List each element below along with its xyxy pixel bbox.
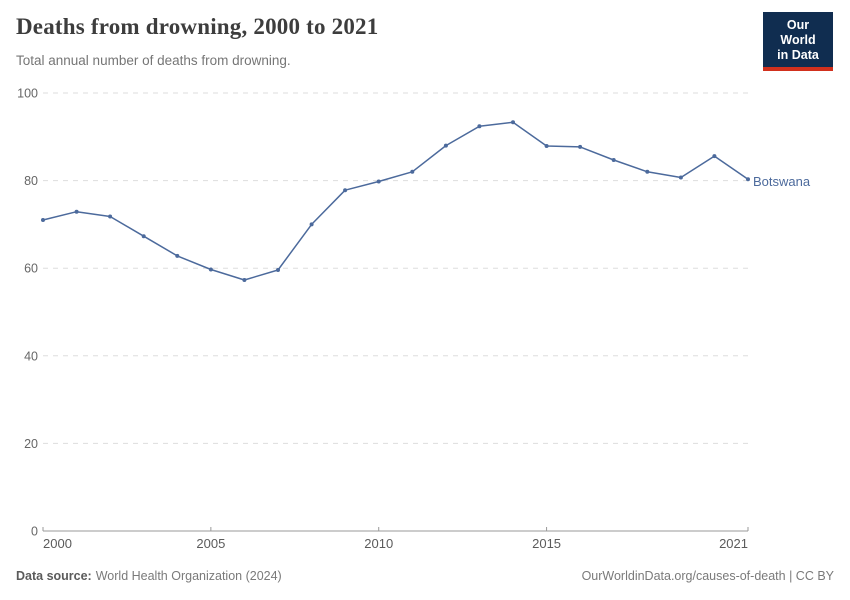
data-point[interactable] [678,175,683,180]
chart-title: Deaths from drowning, 2000 to 2021 [16,14,379,39]
y-axis-tick-label: 80 [24,174,38,188]
owid-logo-line2: in Data [777,48,819,62]
x-axis-tick-label: 2010 [364,536,393,551]
data-point[interactable] [141,234,146,239]
owid-logo[interactable]: Our World in Data [763,12,833,71]
data-point[interactable] [309,222,314,227]
y-axis-tick-label: 60 [24,262,38,276]
data-source-label: Data source: [16,569,92,583]
data-point[interactable] [276,268,280,272]
data-point[interactable] [712,154,717,159]
data-point[interactable] [108,214,113,219]
x-axis-tick-label: 2005 [196,536,225,551]
x-axis-tick-label: 2021 [719,536,748,551]
data-source-text: World Health Organization (2024) [95,569,282,583]
data-point[interactable] [242,278,247,282]
data-point[interactable] [343,188,348,193]
data-point[interactable] [645,169,650,174]
y-axis-tick-label: 20 [24,437,38,451]
data-point[interactable] [41,218,45,222]
y-axis-tick-label: 40 [24,349,38,363]
chart-subtitle: Total annual number of deaths from drown… [16,53,291,68]
y-axis-tick-label: 100 [17,87,38,101]
data-point[interactable] [376,179,381,184]
data-point[interactable] [208,267,213,272]
data-point[interactable] [410,169,415,174]
x-axis-tick-label: 2015 [532,536,561,551]
credit-link[interactable]: OurWorldinData.org/causes-of-death | CC … [581,569,834,583]
data-point[interactable] [511,120,515,125]
owid-logo-line1: Our World [780,18,816,47]
chart-footer: Data source: World Health Organization (2… [16,569,834,583]
x-axis-tick-label: 2000 [43,536,72,551]
series-end-label[interactable]: Botswana [753,174,811,189]
data-point[interactable] [74,209,79,214]
data-line[interactable] [42,121,749,281]
data-point[interactable] [175,253,180,258]
data-point[interactable] [477,124,482,129]
y-axis-tick-label: 0 [31,525,38,539]
data-point[interactable] [611,158,616,162]
data-point[interactable] [578,144,583,149]
data-point[interactable] [443,143,448,148]
data-point[interactable] [544,144,549,148]
data-point[interactable] [746,177,750,182]
data-source: Data source: World Health Organization (2… [16,569,282,583]
